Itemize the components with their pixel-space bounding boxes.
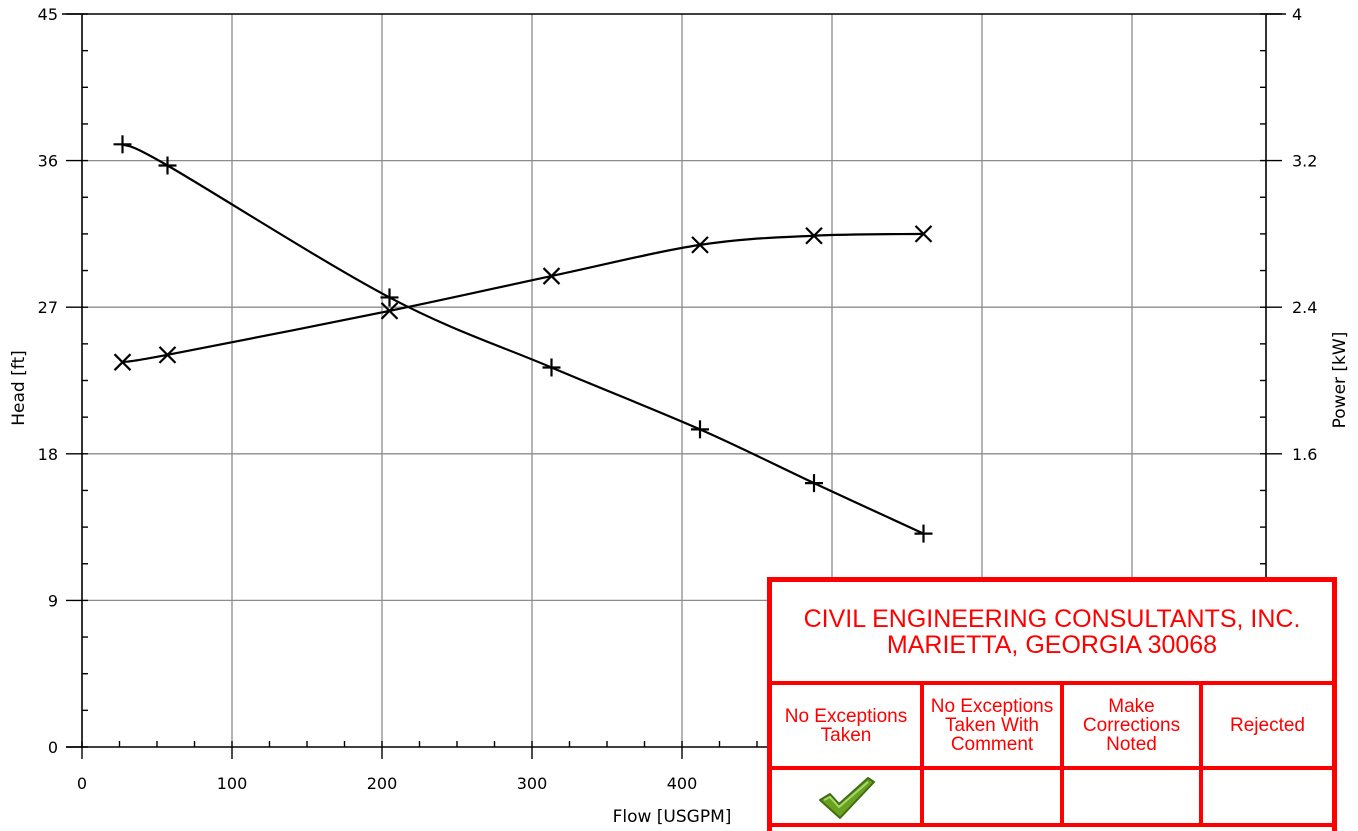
x-stroke [113,353,132,371]
y-tick-label: 36 [38,152,58,171]
power-point-marker [380,302,399,320]
review-stamp: CIVIL ENGINEERING CONSULTANTS, INC. MARI… [767,577,1337,831]
power-point-marker [113,353,132,371]
data-series [113,135,933,543]
power-point-marker [914,225,933,243]
stamp-option-make-corrections: Make Corrections Noted [1064,685,1203,766]
x-stroke [805,226,823,245]
head-point-marker [542,358,561,377]
power-point-marker [805,226,823,245]
y-axis-title: Head [ft] [9,350,29,425]
y-tick-label: 45 [38,5,58,24]
stamp-company: CIVIL ENGINEERING CONSULTANTS, INC. [803,604,1301,633]
y-tick-label: 18 [38,445,58,464]
y2-tick-label: 3.2 [1292,152,1317,171]
stamp-options-row: No Exceptions Taken No Exceptions Taken Wi… [772,685,1332,770]
head-point-marker [914,524,933,543]
stamp-option-with-comment: No Exceptions Taken With Comment [924,685,1064,766]
x-tick-label: 400 [667,774,698,793]
x-tick-label: 100 [217,774,248,793]
stamp-check-cell-4 [1203,770,1332,823]
stamp-check-cell-2 [924,770,1064,823]
head-point-marker [691,420,709,439]
x-tick-label: 300 [517,774,548,793]
tick-labels: 0 100 200 300 400 0 9 18 27 36 45 1.6 2.4 3.2 4 [38,5,1318,793]
y-tick-label: 9 [48,591,58,610]
stamp-header: CIVIL ENGINEERING CONSULTANTS, INC. MARI… [772,582,1332,685]
y2-tick-label: 1.6 [1292,445,1317,464]
head-point-marker [158,156,177,175]
checkmark-icon [819,776,875,819]
power-point-marker [542,267,561,285]
power-point-marker [158,346,177,364]
y2-tick-label: 2.4 [1292,298,1317,317]
stamp-option-rejected: Rejected [1230,715,1305,736]
stamp-check-cell-1 [772,770,924,823]
y-tick-label: 0 [48,738,58,757]
power-point-marker [691,236,709,254]
x-stroke [158,346,177,364]
head-point-marker [113,135,132,154]
stamp-checkbox-row [772,770,1332,827]
grid-lines [82,14,1266,747]
x-stroke [691,236,709,254]
x-stroke [542,267,561,285]
stamp-check-cell-3 [1064,770,1203,823]
y-tick-label: 27 [38,298,58,317]
head-point-marker [380,288,399,307]
x-stroke [380,302,399,320]
head-curve [122,143,924,535]
stamp-option-no-exceptions: No Exceptions Taken [772,685,924,766]
head-point-marker [805,474,823,493]
power-curve [122,232,924,364]
x-stroke [914,225,933,243]
y2-axis-title: Power [kW] [1330,332,1350,429]
x-axis-title: Flow [USGPM] [613,807,732,827]
x-tick-label: 200 [367,774,398,793]
stamp-address: MARIETTA, GEORGIA 30068 [886,630,1218,659]
x-tick-label: 0 [77,774,87,793]
y2-tick-label: 4 [1292,5,1302,24]
